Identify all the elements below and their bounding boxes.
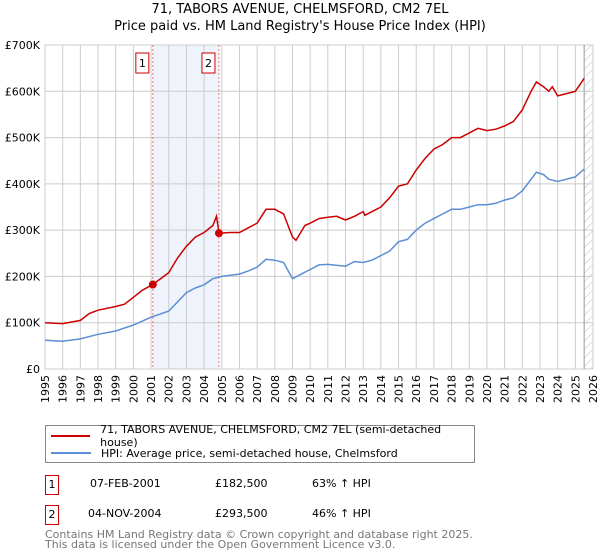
transaction-badge: 1 — [45, 475, 59, 495]
plot-area: 1995 1996 1997 1998 1999 2000 2001 2002 2003 2004… — [5, 39, 600, 403]
x-tick-label: 2018 — [446, 375, 459, 403]
transaction-hpi: 46% ↑ HPI — [312, 507, 371, 520]
y-tick-label: £300K — [5, 224, 41, 237]
x-tick-label: 2004 — [198, 375, 211, 403]
blue-line-swatch — [51, 452, 91, 454]
transaction-badge: 2 — [45, 505, 59, 525]
x-tick-label: 2019 — [463, 375, 476, 403]
x-tick-label: 2013 — [357, 375, 370, 403]
x-tick-label: 2002 — [163, 375, 176, 403]
x-tick-label: 2010 — [304, 375, 317, 403]
footer-line: Contains HM Land Registry data © Crown c… — [45, 528, 473, 541]
x-tick-label: 2008 — [269, 375, 282, 403]
x-tick-label: 1995 — [39, 375, 52, 403]
y-tick-label: £200K — [5, 270, 41, 283]
footer-line: This data is licensed under the Open Gov… — [45, 538, 396, 551]
chart-title: 71, TABORS AVENUE, CHELMSFORD, CM2 7EL — [151, 2, 449, 17]
x-tick-label: 2012 — [340, 375, 353, 403]
x-tick-label: 2009 — [286, 375, 299, 403]
x-tick-label: 2023 — [534, 375, 547, 403]
chart-subtitle: Price paid vs. HM Land Registry's House … — [114, 19, 486, 34]
x-tick-label: 1997 — [74, 375, 87, 403]
y-tick-label: £400K — [5, 178, 41, 191]
series-line — [44, 168, 585, 342]
x-tick-label: 2014 — [375, 375, 388, 403]
x-tick-label: 2017 — [428, 375, 441, 403]
transaction-hpi: 63% ↑ HPI — [312, 477, 371, 490]
legend-label: HPI: Average price, semi-detached house,… — [101, 446, 398, 460]
sale-marker-badge — [201, 52, 216, 74]
sale-marker-label: 2 — [205, 57, 212, 70]
x-tick-label: 1996 — [57, 375, 70, 403]
x-tick-label: 2006 — [233, 375, 246, 403]
legend-label: 71, TABORS AVENUE, CHELMSFORD, CM2 7EL (… — [100, 423, 442, 449]
x-tick-label: 2001 — [145, 375, 158, 403]
x-tick-label: 2016 — [410, 375, 423, 403]
x-tick-label: 1999 — [110, 375, 123, 403]
x-tick-label: 2005 — [216, 375, 229, 403]
x-tick-label: 2007 — [251, 375, 264, 403]
footer: Contains HM Land Registry data © Crown c… — [45, 528, 473, 551]
x-tick-label: 2024 — [552, 375, 565, 403]
x-tick-label: 2011 — [322, 375, 335, 403]
forecast-hatch — [584, 45, 593, 369]
y-tick-label: £0 — [26, 363, 40, 376]
transaction-date: 04-NOV-2004 — [88, 507, 162, 520]
y-tick-label: £500K — [5, 132, 41, 145]
y-tick-label: £700K — [5, 39, 41, 52]
x-tick-label: 2022 — [516, 375, 529, 403]
legend: 71, TABORS AVENUE, CHELMSFORD, CM2 7EL (… — [45, 423, 475, 463]
legend-item-property: 71, TABORS AVENUE, CHELMSFORD, CM2 7EL (… — [51, 423, 474, 449]
series-line — [44, 77, 585, 325]
x-tick-label: 2003 — [180, 375, 193, 403]
sale-period-shade — [152, 45, 219, 369]
sale-point — [148, 280, 157, 289]
y-tick-label: £100K — [5, 317, 41, 330]
x-tick-label: 2015 — [393, 375, 406, 403]
transaction-price: £293,500 — [215, 507, 268, 520]
transaction-date: 07-FEB-2001 — [90, 477, 161, 490]
x-tick-label: 2021 — [499, 375, 512, 403]
x-tick-label: 1998 — [92, 375, 105, 403]
transaction-price: £182,500 — [215, 477, 268, 490]
x-tick-label: 2000 — [127, 375, 140, 403]
x-tick-label: 2020 — [481, 375, 494, 403]
red-line-swatch — [51, 435, 91, 437]
sale-marker-label: 1 — [139, 57, 146, 70]
sale-marker-badge — [135, 52, 150, 74]
x-tick-label: 2026 — [587, 375, 600, 403]
x-tick-label: 2025 — [569, 375, 582, 403]
sale-point — [214, 229, 223, 238]
y-tick-label: £600K — [5, 85, 41, 98]
legend-item-hpi: HPI: Average price, semi-detached house,… — [51, 445, 398, 461]
